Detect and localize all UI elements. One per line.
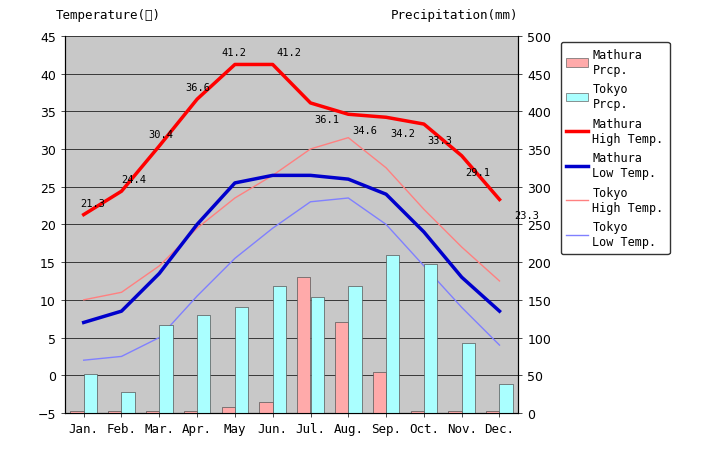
Text: 33.3: 33.3: [428, 135, 453, 146]
Text: 21.3: 21.3: [80, 198, 105, 208]
Bar: [500, 384, 513, 413]
Bar: [159, 325, 173, 413]
Bar: [235, 308, 248, 413]
Text: 41.2: 41.2: [276, 48, 302, 58]
Bar: [410, 411, 424, 413]
Bar: [462, 343, 475, 413]
Text: 41.2: 41.2: [222, 48, 247, 58]
Bar: [348, 286, 361, 413]
Bar: [197, 315, 210, 413]
Bar: [449, 411, 462, 413]
Bar: [84, 374, 97, 413]
Bar: [424, 265, 437, 413]
Bar: [373, 372, 386, 413]
Bar: [122, 392, 135, 413]
Bar: [259, 403, 273, 413]
Bar: [310, 297, 324, 413]
Text: 34.2: 34.2: [390, 129, 415, 139]
Bar: [146, 411, 159, 413]
Legend: Mathura
Prcp., Tokyo
Prcp., Mathura
High Temp., Mathura
Low Temp., Tokyo
High Te: Mathura Prcp., Tokyo Prcp., Mathura High…: [561, 43, 670, 254]
Bar: [222, 407, 235, 413]
Text: 29.1: 29.1: [465, 167, 490, 177]
Bar: [184, 411, 197, 413]
Bar: [71, 411, 84, 413]
Text: 24.4: 24.4: [122, 175, 146, 185]
Bar: [108, 411, 122, 413]
Text: 36.1: 36.1: [314, 115, 339, 124]
Text: 30.4: 30.4: [148, 129, 173, 140]
Text: Temperature(℃): Temperature(℃): [55, 9, 161, 22]
Bar: [273, 286, 286, 413]
Bar: [335, 323, 348, 413]
Bar: [386, 255, 400, 413]
Bar: [297, 278, 310, 413]
Text: 36.6: 36.6: [186, 83, 211, 93]
Bar: [486, 411, 500, 413]
Text: 34.6: 34.6: [352, 126, 377, 136]
Text: Precipitation(mm): Precipitation(mm): [391, 9, 518, 22]
Text: 23.3: 23.3: [515, 211, 539, 221]
